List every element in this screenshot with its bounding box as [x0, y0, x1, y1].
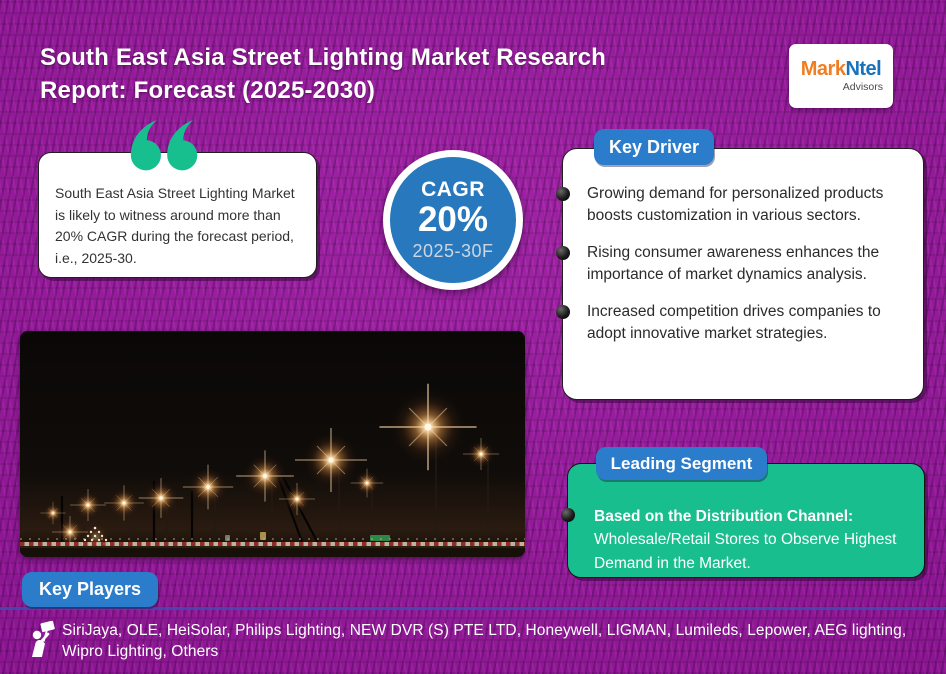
quote-card: South East Asia Street Lighting Market i…	[38, 152, 317, 278]
key-driver-item: Increased competition drives companies t…	[556, 301, 909, 345]
markntel-logo: MarkNtel Advisors	[789, 44, 893, 108]
cagr-label: CAGR	[421, 177, 485, 201]
key-players-list: SiriJaya, OLE, HeiSolar, Philips Lightin…	[62, 622, 907, 661]
leading-segment-text: Based on the Distribution Channel: Whole…	[561, 505, 910, 575]
bullet-dot	[561, 508, 575, 522]
logo-mark-text: Mark	[800, 58, 846, 80]
title-line-1: South East Asia Street Lighting Market R…	[40, 44, 606, 71]
cagr-period: 2025-30F	[412, 241, 494, 262]
key-driver-panel: Growing demand for personalized products…	[556, 148, 924, 400]
page-title: South East Asia Street Lighting Market R…	[40, 42, 680, 108]
key-players-heading: Key Players	[22, 572, 158, 607]
street-photo	[20, 331, 525, 557]
leading-segment-heading: Leading Segment	[596, 447, 767, 480]
logo-subtitle: Advisors	[842, 81, 883, 93]
key-driver-list: Growing demand for personalized products…	[556, 149, 923, 345]
divider-line	[0, 607, 946, 610]
segment-detail: Wholesale/Retail Stores to Observe Highe…	[594, 531, 897, 572]
title-line-2: Report: Forecast (2025-2030)	[40, 76, 376, 104]
double-quote-icon	[130, 120, 198, 171]
key-driver-heading: Key Driver	[594, 129, 714, 165]
logo-wordmark: MarkNtel	[801, 59, 882, 79]
key-driver-item: Growing demand for personalized products…	[556, 183, 909, 227]
cagr-value: 20%	[417, 199, 489, 239]
leading-segment-panel: Based on the Distribution Channel: Whole…	[561, 463, 925, 578]
quote-text: South East Asia Street Lighting Market i…	[55, 185, 295, 267]
street-photo-art	[20, 331, 525, 557]
cagr-badge: CAGR 20% 2025-30F	[383, 150, 523, 290]
person-with-flag-icon	[32, 621, 55, 657]
segment-intro: Based on the Distribution Channel:	[594, 508, 854, 525]
key-driver-item: Rising consumer awareness enhances the i…	[556, 242, 909, 286]
logo-ntel-text: Ntel	[845, 58, 882, 80]
